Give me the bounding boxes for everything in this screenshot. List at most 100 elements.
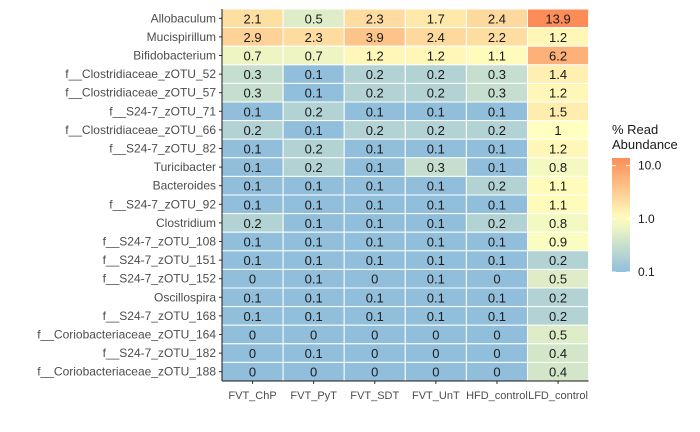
cell-value-label: 0.1 — [488, 290, 506, 305]
cell-value-label: 0.1 — [366, 235, 384, 250]
y-tick-label: f__Clostridiaceae_zOTU_52 — [65, 67, 216, 81]
cell-value-label: 0.3 — [488, 67, 506, 82]
cell-value-label: 0.2 — [366, 86, 384, 101]
x-tick-label: FVT_ChP — [228, 390, 276, 402]
cell-value-label: 0 — [249, 272, 256, 287]
cell-value-label: 0.7 — [305, 49, 323, 64]
cell-value-label: 0.1 — [244, 142, 262, 157]
cell-value-label: 0.1 — [427, 253, 445, 268]
cell-value-label: 0.5 — [305, 11, 323, 26]
axes — [219, 9, 589, 384]
cell-value-label: 0.1 — [366, 197, 384, 212]
cell-value-label: 0.1 — [427, 309, 445, 324]
cell-value-label: 0 — [493, 346, 500, 361]
cell-value-label: 0.1 — [244, 179, 262, 194]
y-tick-label: Bacteroides — [153, 179, 216, 193]
cell-value-label: 0.2 — [366, 67, 384, 82]
cell-value-label: 0.1 — [488, 253, 506, 268]
y-tick-label: f__Clostridiaceae_zOTU_57 — [65, 86, 216, 100]
x-tick-label: FVT_PyT — [290, 390, 337, 402]
cell-value-label: 1.2 — [549, 86, 567, 101]
cell-value-label: 1.2 — [366, 49, 384, 64]
cell-value-label: 0 — [371, 328, 378, 343]
cell-value-label: 0 — [371, 272, 378, 287]
legend-title: % Read — [612, 122, 658, 137]
y-tick-label: f__Coriobacteriaceae_zOTU_188 — [37, 365, 216, 379]
cell-value-label: 0.1 — [305, 179, 323, 194]
cell-value-label: 0.1 — [244, 253, 262, 268]
cell-value-label: 0 — [310, 328, 317, 343]
cell-value-label: 0.8 — [549, 160, 567, 175]
cell-value-label: 0.1 — [305, 309, 323, 324]
cell-value-label: 0 — [493, 328, 500, 343]
cell-value-label: 0.3 — [488, 86, 506, 101]
cell-value-label: 0.1 — [488, 104, 506, 119]
cell-value-label: 0 — [432, 346, 439, 361]
cell-value-label: 0.1 — [244, 104, 262, 119]
y-tick-label: f__S24-7_zOTU_168 — [103, 309, 217, 323]
cell-value-label: 0.4 — [549, 346, 567, 361]
x-tick-label: HFD_control — [466, 390, 528, 402]
y-tick-label: Clostridium — [156, 216, 216, 230]
cell-value-label: 0.1 — [427, 272, 445, 287]
cell-value-label: 0.2 — [488, 216, 506, 231]
cell-value-label: 0.3 — [244, 86, 262, 101]
cell-value-label: 0.2 — [549, 309, 567, 324]
cell-value-label: 0.1 — [488, 142, 506, 157]
y-tick-label: f__Coriobacteriaceae_zOTU_164 — [37, 328, 216, 342]
cell-value-label: 0.2 — [305, 160, 323, 175]
cell-value-label: 0 — [493, 272, 500, 287]
legend-tick-label: 10.0 — [638, 159, 662, 173]
cell-value-label: 1.2 — [549, 30, 567, 45]
cell-value-label: 0.1 — [427, 216, 445, 231]
cell-value-label: 0 — [310, 365, 317, 380]
cell-value-label: 0.1 — [305, 216, 323, 231]
cell-value-label: 0.1 — [244, 160, 262, 175]
cell-value-label: 1.2 — [549, 142, 567, 157]
cell-value-label: 2.1 — [244, 11, 262, 26]
legend-title: Abundance — [612, 137, 678, 152]
cell-value-label: 0.2 — [427, 67, 445, 82]
cell-value-label: 2.2 — [488, 30, 506, 45]
cell-value-label: 0.5 — [549, 328, 567, 343]
cell-value-label: 2.3 — [366, 11, 384, 26]
y-tick-label: Allobaculum — [151, 11, 216, 25]
y-tick-label: Oscillospira — [154, 290, 216, 304]
cell-value-label: 1 — [554, 123, 561, 138]
cell-value-label: 0.1 — [488, 309, 506, 324]
y-tick-label: f__S24-7_zOTU_151 — [103, 253, 217, 267]
cell-value-label: 0.1 — [305, 197, 323, 212]
cell-value-label: 0.1 — [244, 235, 262, 250]
cell-value-label: 3.9 — [366, 30, 384, 45]
cell-value-label: 6.2 — [549, 49, 567, 64]
y-tick-label: f__S24-7_zOTU_152 — [103, 272, 217, 286]
cell-value-label: 0.1 — [366, 290, 384, 305]
x-tick-label: FVT_SDT — [350, 390, 399, 402]
cell-value-label: 0.3 — [244, 67, 262, 82]
cell-value-label: 0.1 — [366, 253, 384, 268]
y-tick-label: Bifidobacterium — [133, 49, 216, 63]
cell-value-label: 0.1 — [305, 272, 323, 287]
cell-value-label: 1.1 — [488, 49, 506, 64]
cell-value-label: 0.5 — [549, 272, 567, 287]
cell-value-label: 0.1 — [305, 86, 323, 101]
cell-value-label: 0.2 — [427, 86, 445, 101]
cell-value-label: 0.2 — [305, 104, 323, 119]
cell-value-label: 0.1 — [305, 67, 323, 82]
cell-value-label: 0.1 — [427, 142, 445, 157]
cell-value-label: 0 — [432, 328, 439, 343]
cell-value-label: 0.1 — [427, 104, 445, 119]
cell-value-label: 0.1 — [244, 290, 262, 305]
cell-value-label: 0.1 — [427, 179, 445, 194]
cell-value-label: 0.8 — [549, 216, 567, 231]
cell-value-label: 0.1 — [488, 160, 506, 175]
y-tick-label: f__S24-7_zOTU_92 — [109, 197, 216, 211]
cell-value-label: 0.2 — [549, 290, 567, 305]
cell-value-label: 0.7 — [244, 49, 262, 64]
cell-value-label: 0 — [371, 346, 378, 361]
y-tick-label: Mucispirillum — [147, 30, 216, 44]
cell-value-label: 0.1 — [366, 160, 384, 175]
cell-value-label: 0.2 — [366, 123, 384, 138]
y-tick-label: f__S24-7_zOTU_182 — [103, 346, 217, 360]
